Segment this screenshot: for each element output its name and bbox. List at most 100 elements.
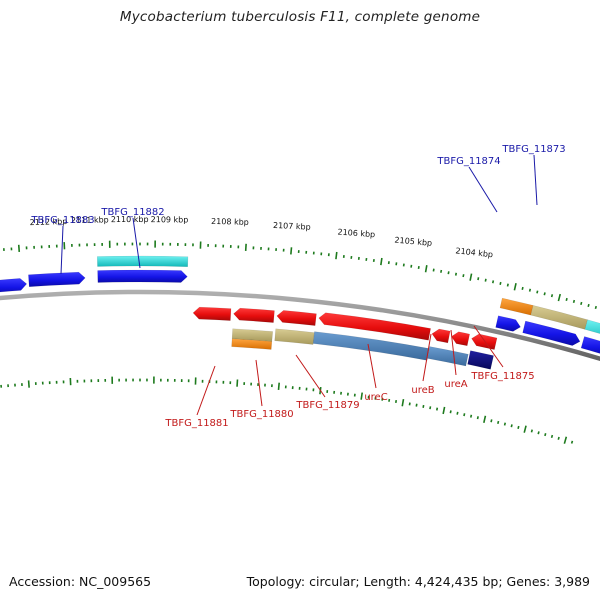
inner-ring-minor-tick (497, 420, 500, 425)
inner-ring-major-tick (523, 425, 527, 433)
gene-TBFG_11875 (471, 333, 498, 350)
label-ureA: ureA (444, 379, 467, 390)
domain-TBFG_11882 (96, 255, 189, 267)
inner-ring-minor-tick (530, 429, 533, 433)
kbp-label-2106: 2106 kbp (337, 228, 375, 240)
inner-ring-minor-tick (429, 406, 432, 410)
gene-ureA (451, 331, 470, 347)
label-TBFG_11881: TBFG_11881 (164, 418, 228, 429)
domain-ureB (427, 346, 469, 367)
inner-ring-minor-tick (469, 414, 473, 418)
callout-TBFG_11879 (295, 354, 326, 398)
inner-ring-minor-tick (557, 436, 560, 440)
callout-ureB (422, 333, 432, 382)
kbp-label-2107: 2107 kbp (273, 221, 311, 232)
gene-TBFG_11879 (276, 310, 317, 326)
outer-ring-minor-tick (506, 283, 509, 287)
tick-marks-layer: 2112 kbp 2111 kbp 2110 kbp 2109 kbp 2108 kbp… (0, 215, 597, 444)
inner-ring-minor-tick (463, 413, 466, 417)
label-TBFG_11883: TBFG_11883 (30, 215, 94, 226)
gene-TBFG_11874 (495, 315, 521, 332)
outer-ring-minor-tick (447, 271, 450, 275)
gene-TBFG_11873 (522, 320, 581, 346)
label-TBFG_11875: TBFG_11875 (470, 371, 534, 382)
outer-ring-minor-tick (462, 274, 465, 278)
inner-ring-major-tick (483, 415, 487, 423)
inner-ring-minor-tick (570, 440, 574, 444)
inner-ring-minor-tick (449, 410, 452, 414)
outer-ring-major-tick (513, 283, 517, 291)
outer-ring-minor-tick (528, 288, 532, 292)
inner-ring-minor-tick (490, 419, 493, 423)
gene-TBFG_11872 (580, 336, 600, 354)
outer-ring-minor-tick (499, 281, 502, 285)
outer-ring-minor-tick (477, 277, 480, 281)
inner-ring-major-tick (442, 406, 446, 415)
callout-TBFG_11875 (473, 325, 504, 368)
inner-ring-major-tick (360, 392, 363, 400)
label-TBFG_11880: TBFG_11880 (229, 409, 293, 420)
callout-TBFG_11882 (132, 217, 141, 269)
domain-TBFG_11875 (467, 350, 494, 370)
inner-ring-minor-tick (435, 407, 439, 411)
callout-TBFG_11874 (468, 166, 498, 213)
inner-ring-minor-tick (503, 422, 507, 426)
inner-ring-major-tick (27, 380, 30, 388)
gene-TBFG_11883 (28, 271, 86, 288)
domain-TBFG_11874 (499, 297, 534, 316)
label-TBFG_11879: TBFG_11879 (295, 400, 359, 411)
callout-ureA (450, 329, 457, 376)
callout-ureC (367, 343, 377, 389)
inner-ring-minor-tick (510, 424, 513, 428)
kbp-label-2112: 2112 kbp (30, 217, 68, 227)
backbone-layer (0, 289, 600, 362)
inner-ring-major-tick (563, 436, 568, 444)
map-title: Mycobacterium tuberculosis F11, complete… (119, 9, 481, 25)
inner-ring-minor-tick (544, 433, 547, 437)
label-TBFG_11882: TBFG_11882 (100, 207, 164, 218)
outer-ring-major-tick (290, 247, 293, 255)
outer-ring-major-tick (557, 293, 562, 302)
inner-ring-minor-tick (476, 416, 479, 420)
outer-ring-minor-tick (580, 301, 583, 305)
gene-TBFG_11880 (233, 307, 275, 323)
outer-ring-minor-tick (521, 286, 524, 291)
outer-ring-minor-tick (491, 280, 495, 284)
outer-ring-major-tick (380, 257, 383, 266)
gene-TBFG_11884 (0, 278, 28, 293)
genome-summary-text: Topology: circular; Length: 4,424,435 bp… (246, 574, 590, 589)
domain-TBFG_11879 (274, 328, 315, 345)
gene-features-layer (0, 255, 600, 370)
gene-ureB (431, 328, 451, 344)
inner-ring-minor-tick (415, 403, 418, 407)
kbp-label-2105: 2105 kbp (394, 236, 432, 248)
outer-ring-major-tick (469, 273, 473, 281)
inner-ring-minor-tick (537, 431, 540, 435)
inner-ring-minor-tick (422, 404, 425, 408)
domain-TBFG_11872 (584, 319, 600, 334)
callout-TBFG_11880 (255, 359, 263, 407)
kbp-label-2110: 2110 kbp (111, 215, 149, 224)
outer-ring-major-tick (17, 244, 21, 253)
labels-layer: TBFG_11883 TBFG_11882 TBFG_11874TBFG_11873… (30, 144, 565, 429)
gene-TBFG_11882 (97, 269, 188, 283)
accession-text: Accession: NC_009565 (9, 574, 152, 589)
outer-ring-minor-tick (565, 297, 568, 302)
inner-ring-minor-tick (456, 411, 459, 415)
outer-ring-major-tick (424, 265, 428, 273)
outer-ring-minor-tick (484, 278, 487, 282)
outer-ring-minor-tick (536, 290, 539, 294)
inner-ring-major-tick (277, 382, 280, 390)
outer-ring-minor-tick (543, 292, 546, 296)
label-ureB: ureB (411, 385, 434, 396)
outer-ring-minor-tick (440, 269, 443, 273)
callout-TBFG_11873 (533, 154, 538, 206)
callout-TBFG_11881 (196, 365, 216, 416)
gene-TBFG_11881 (192, 306, 232, 321)
inner-ring-minor-tick (517, 425, 520, 430)
label-TBFG_11873: TBFG_11873 (501, 144, 565, 155)
inner-ring-major-tick (401, 399, 405, 407)
label-TBFG_11874: TBFG_11874 (436, 156, 500, 167)
outer-ring-major-tick (335, 251, 338, 260)
